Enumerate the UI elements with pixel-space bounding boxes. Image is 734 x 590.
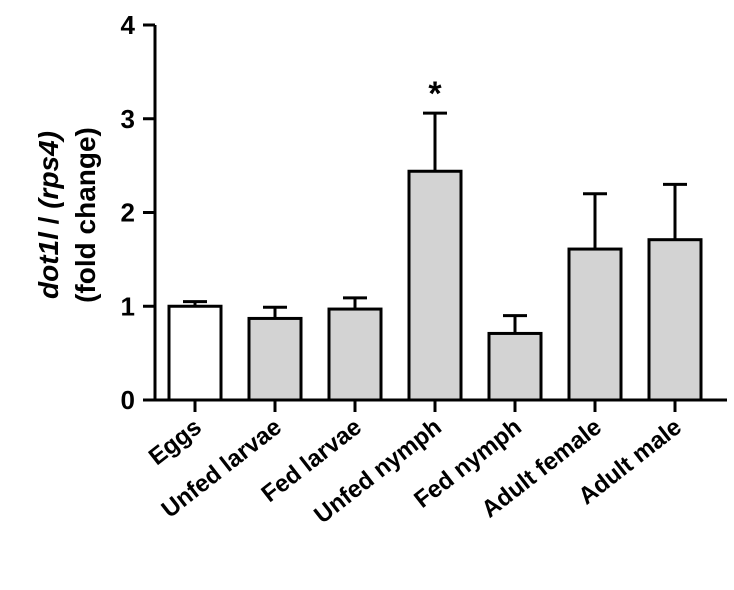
y-tick-label: 4 xyxy=(121,10,136,40)
y-axis-label: dot1l / (rps4) (fold change) xyxy=(33,127,101,303)
significance-marker: * xyxy=(428,75,442,113)
bar xyxy=(327,307,383,402)
y-axis-label-line: (fold change) xyxy=(70,127,101,303)
y-axis-label-line: dot1l / (rps4) xyxy=(33,131,64,299)
y-tick-label: 3 xyxy=(121,104,135,134)
y-axis-label-part: (rps4) xyxy=(33,131,64,209)
y-axis-label-part: (fold change) xyxy=(70,127,101,303)
y-tick-label: 2 xyxy=(121,198,135,228)
x-tick-label: Eggs xyxy=(144,413,207,470)
bar xyxy=(567,247,623,402)
y-axis: 0 1 2 3 4 xyxy=(121,10,157,415)
bar xyxy=(167,304,223,402)
bar xyxy=(407,169,463,402)
y-tick-label: 1 xyxy=(121,291,135,321)
y-axis-label-part: / xyxy=(33,209,64,232)
y-tick-label: 0 xyxy=(121,385,135,415)
y-axis-label-part: dot1l xyxy=(33,231,64,299)
bars: * xyxy=(167,75,703,402)
bar xyxy=(647,238,703,402)
bar xyxy=(487,331,543,402)
bar xyxy=(247,316,303,402)
